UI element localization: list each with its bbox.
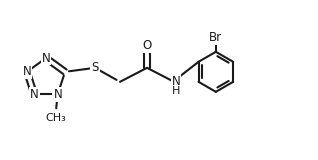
Text: Br: Br (209, 31, 222, 44)
Text: S: S (91, 61, 99, 74)
Text: N: N (53, 88, 62, 101)
Text: H: H (172, 86, 180, 96)
Text: N: N (42, 52, 50, 64)
Text: N: N (172, 75, 180, 88)
Text: O: O (142, 39, 152, 52)
Text: N: N (23, 65, 31, 78)
Text: N: N (30, 88, 38, 101)
Text: CH₃: CH₃ (45, 113, 66, 123)
